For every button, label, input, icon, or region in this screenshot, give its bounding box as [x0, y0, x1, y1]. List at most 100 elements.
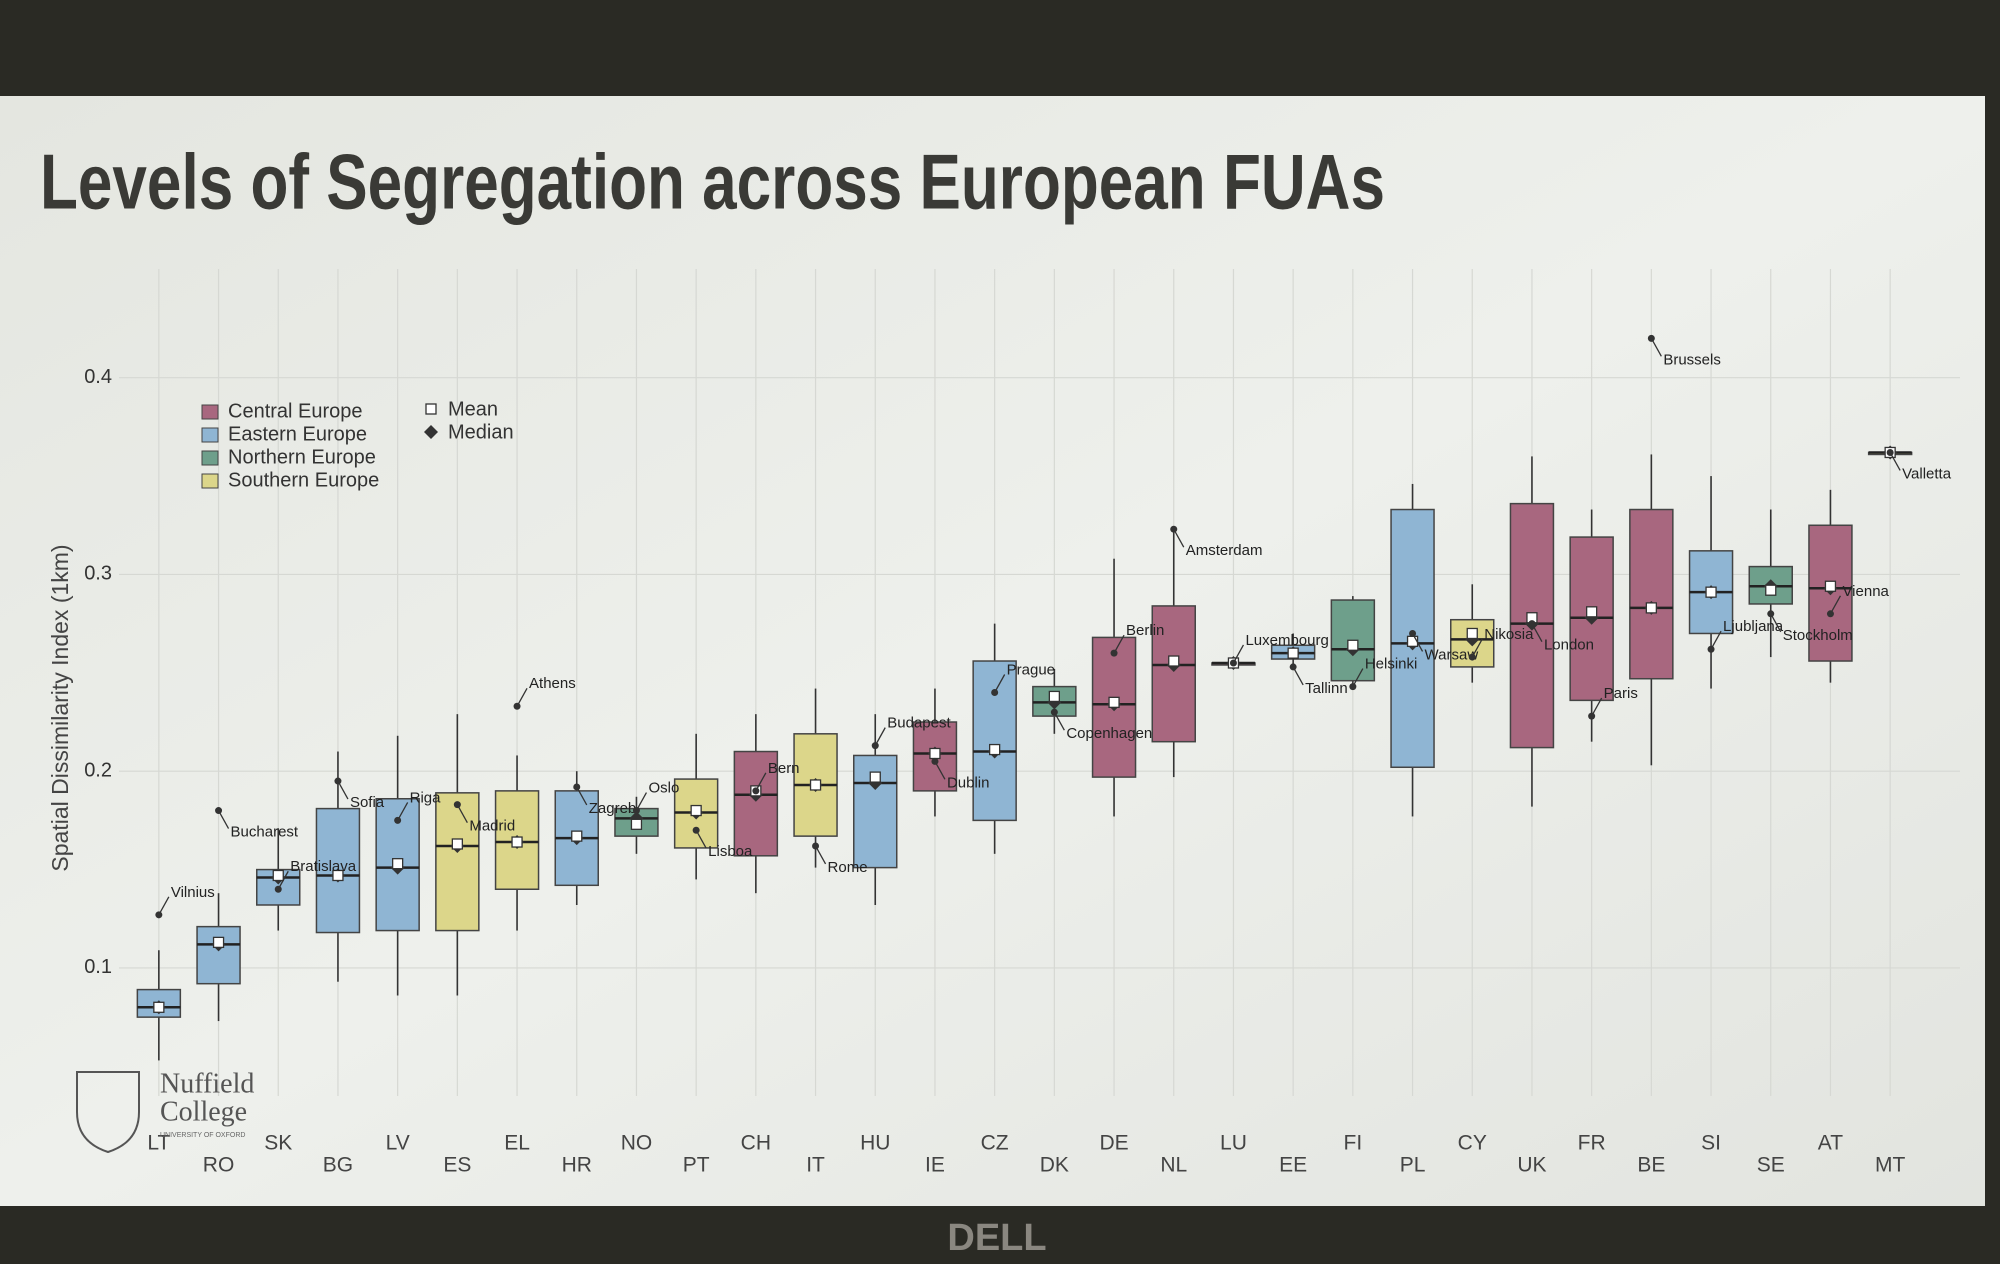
mean-marker	[451, 838, 464, 850]
capital-point	[1588, 712, 1596, 720]
capital-point	[1170, 525, 1178, 533]
legend-swatch	[201, 473, 219, 489]
capital-point	[1468, 653, 1476, 661]
legend-label: Central Europe	[228, 400, 363, 422]
mean-marker	[1108, 696, 1120, 708]
mean-marker	[1824, 580, 1837, 592]
mean-marker	[571, 830, 583, 842]
x-tick-label: ES	[443, 1154, 471, 1177]
capital-label: Ljubljana	[1723, 618, 1784, 635]
capital-point	[752, 787, 760, 795]
capital-label: Rome	[828, 859, 868, 876]
mean-marker	[1586, 606, 1598, 618]
capital-label: Helsinki	[1365, 656, 1418, 673]
x-tick-label: RO	[203, 1154, 235, 1177]
x-tick-label: NL	[1160, 1154, 1187, 1177]
mean-marker	[1048, 690, 1060, 703]
capital-label: London	[1544, 637, 1594, 654]
capital-point	[513, 702, 521, 710]
mean-marker	[511, 836, 523, 848]
x-tick-label: CZ	[981, 1132, 1009, 1155]
capital-label: Warsaw	[1425, 646, 1479, 663]
capital-label: Bratislava	[290, 858, 357, 875]
x-tick-label: FR	[1578, 1132, 1606, 1155]
capital-point	[1886, 448, 1894, 456]
mean-marker	[1466, 627, 1478, 640]
capital-point	[334, 777, 342, 785]
legend-label: Northern Europe	[228, 446, 376, 468]
capital-point	[453, 801, 461, 809]
legend-mean-marker	[425, 403, 437, 415]
capital-point	[155, 911, 163, 919]
x-tick-label: BE	[1637, 1154, 1665, 1177]
box	[435, 792, 480, 932]
x-tick-label: HU	[860, 1132, 890, 1155]
capital-label: Prague	[1007, 661, 1055, 678]
capital-point	[215, 807, 223, 815]
x-tick-label: SE	[1757, 1154, 1785, 1177]
mean-marker	[332, 869, 344, 882]
mean-marker	[391, 858, 404, 870]
capital-label: Zagreb	[589, 800, 637, 817]
capital-label: Tallinn	[1305, 680, 1348, 697]
legend-label: Mean	[448, 398, 498, 420]
x-tick-label: UK	[1517, 1154, 1546, 1177]
capital-label: Amsterdam	[1186, 542, 1263, 559]
mean-marker	[1645, 602, 1657, 614]
capital-point	[573, 783, 581, 791]
mean-marker	[869, 771, 881, 783]
x-tick-label: EE	[1279, 1154, 1307, 1177]
mean-marker	[1168, 655, 1180, 667]
mean-marker	[929, 747, 941, 760]
x-tick-label: NO	[621, 1132, 653, 1155]
box	[1151, 605, 1196, 743]
x-tick-label: DK	[1040, 1154, 1069, 1177]
mean-marker	[989, 743, 1001, 756]
x-tick-label: PL	[1400, 1154, 1426, 1177]
mean-marker	[1347, 639, 1359, 651]
capital-point	[1647, 334, 1655, 342]
capital-label: Madrid	[469, 818, 515, 835]
x-tick-label: LU	[1220, 1132, 1247, 1155]
box	[1629, 508, 1674, 680]
capital-label: Bern	[768, 760, 800, 777]
capital-label: Stockholm	[1783, 627, 1853, 644]
capital-point	[274, 885, 282, 893]
mean-marker	[809, 779, 822, 791]
capital-label: Luxembourg	[1245, 632, 1328, 649]
capital-label: Sofia	[350, 794, 385, 811]
capital-label: Vilnius	[171, 884, 215, 901]
x-tick-label: PT	[683, 1154, 710, 1177]
x-tick-label: LV	[386, 1132, 410, 1155]
x-tick-label: CY	[1458, 1132, 1487, 1155]
box	[196, 925, 241, 985]
capital-point	[1110, 649, 1118, 657]
x-tick-label: SI	[1701, 1132, 1721, 1155]
capital-label: Paris	[1604, 685, 1638, 702]
logo-subtext: UNIVERSITY OF OXFORD	[160, 1132, 245, 1139]
box	[972, 660, 1017, 822]
logo: Nuffield College UNIVERSITY OF OXFORD	[76, 1068, 254, 1154]
capital-point	[1229, 659, 1237, 667]
y-tick-label: 0.4	[84, 366, 112, 388]
mean-marker	[690, 804, 702, 817]
mean-marker	[630, 818, 643, 830]
capital-point	[632, 807, 640, 815]
capital-label: Bucharest	[231, 824, 299, 841]
legend-swatch	[201, 450, 219, 466]
capital-point	[1528, 620, 1536, 628]
legend-label: Southern Europe	[228, 469, 379, 491]
capital-label: Riga	[410, 789, 442, 806]
capital-point	[1707, 645, 1715, 653]
mean-marker	[272, 869, 284, 882]
mean-marker	[212, 936, 225, 949]
capital-label: Dublin	[947, 774, 990, 791]
mean-marker	[1406, 635, 1419, 647]
mean-marker	[1287, 647, 1299, 659]
capital-point	[1826, 610, 1834, 618]
y-tick-label: 0.2	[84, 759, 112, 781]
x-tick-label: SK	[264, 1132, 292, 1155]
chart-title: Levels of Segregation across European FU…	[40, 138, 1385, 226]
capital-point	[692, 826, 700, 834]
